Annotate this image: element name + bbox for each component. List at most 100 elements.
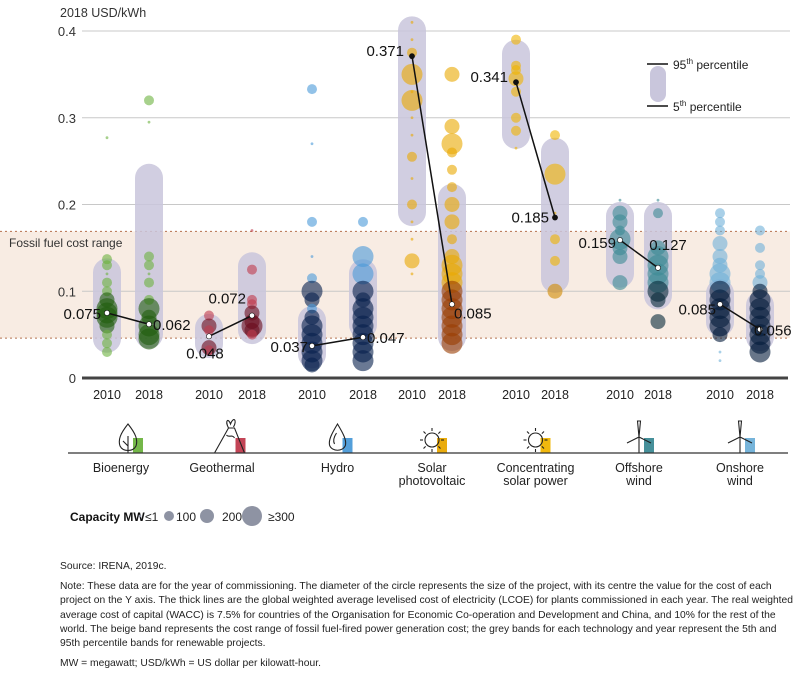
project-bubble	[544, 163, 566, 185]
project-bubble	[656, 198, 660, 202]
icon-color-swatch	[540, 438, 551, 453]
project-bubble	[650, 292, 666, 308]
weighted-average-point	[146, 321, 152, 328]
project-bubble	[447, 234, 457, 245]
weighted-average-point	[104, 310, 110, 316]
project-bubble	[410, 220, 414, 224]
technology-label: Solar	[417, 461, 446, 475]
weighted-average-point	[513, 79, 519, 86]
y-tick-label: 0.3	[58, 111, 76, 126]
weighted-average-label: 0.085	[454, 305, 492, 322]
capacity-legend-bubble	[164, 511, 174, 521]
weighted-average-line	[619, 239, 659, 269]
weighted-average-line	[208, 314, 253, 338]
weighted-average-point	[757, 326, 763, 333]
weighted-average-label: 0.341	[470, 69, 508, 86]
project-bubble	[444, 66, 460, 82]
project-bubble	[712, 236, 728, 252]
project-bubble	[410, 272, 414, 276]
p95-label: 95th percentile	[673, 57, 749, 72]
technology-label: Onshore	[716, 461, 764, 475]
project-bubble	[352, 350, 374, 372]
x-year-label: 2010	[502, 388, 530, 402]
icon-color-swatch	[745, 438, 755, 453]
technology-label: Bioenergy	[93, 461, 150, 475]
project-bubble	[410, 133, 414, 137]
project-bubble	[138, 328, 160, 350]
capacity-legend: Capacity MW ≤1 100 200 ≥300	[70, 506, 295, 526]
project-bubble	[715, 208, 725, 219]
project-bubble	[310, 142, 314, 146]
x-year-label: 2018	[746, 388, 774, 402]
project-bubble	[144, 251, 154, 262]
project-bubble	[247, 264, 257, 275]
x-year-label: 2018	[349, 388, 377, 402]
weighted-average-label: 0.075	[63, 306, 101, 323]
weighted-average-point	[360, 334, 366, 341]
technology-label-line2: photovoltaic	[399, 474, 466, 488]
project-bubble	[755, 225, 765, 236]
project-bubble	[358, 216, 368, 227]
weighted-average-label: 0.048	[186, 345, 224, 362]
project-bubble	[650, 314, 666, 330]
project-bubble	[547, 283, 563, 299]
icon-color-swatch	[133, 438, 143, 453]
source-text: Source: IRENA, 2019c.	[60, 561, 167, 572]
project-bubble	[304, 357, 320, 373]
leaf-icon	[118, 423, 143, 453]
x-year-label: 2010	[93, 388, 121, 402]
project-bubble	[102, 346, 112, 357]
capacity-legend-title: Capacity MW	[70, 510, 145, 524]
wind-turbine-icon	[626, 420, 654, 453]
sun-icon	[523, 428, 551, 453]
technology-label-line2: wind	[625, 474, 652, 488]
project-bubble	[352, 263, 374, 285]
sun-ray	[541, 445, 545, 449]
project-bubble	[102, 338, 112, 349]
sun-ray	[423, 445, 427, 449]
project-bubble	[441, 133, 463, 155]
project-bubble	[307, 273, 317, 284]
turbine-outline	[727, 420, 753, 453]
weighted-average-label: 0.159	[578, 235, 616, 252]
project-bubble	[447, 147, 457, 158]
x-year-label: 2010	[298, 388, 326, 402]
technology-group-volcano-1: 2010 2018 0.048 0.072 Geothermal	[186, 229, 266, 475]
project-bubble	[410, 237, 414, 241]
weighted-average-point	[309, 343, 315, 349]
technology-label: Offshore	[615, 461, 663, 475]
technology-label-line2: solar power	[503, 474, 568, 488]
leaf-outline	[118, 423, 138, 453]
project-bubble	[307, 84, 317, 95]
sun-ray	[526, 431, 530, 435]
project-bubble	[550, 130, 560, 141]
project-bubble	[102, 260, 112, 271]
technology-label-line2: wind	[726, 474, 753, 488]
project-bubble	[550, 255, 560, 266]
x-year-label: 2018	[541, 388, 569, 402]
project-bubble	[612, 249, 628, 265]
capacity-legend-label: 100	[176, 510, 196, 524]
percentile-legend: 95th percentile 5th percentile	[647, 57, 749, 114]
project-bubble	[407, 151, 417, 162]
weighted-average-point	[617, 237, 623, 243]
weighted-average-line	[515, 81, 556, 218]
technology-label: Hydro	[321, 461, 354, 475]
project-bubble	[407, 199, 417, 210]
project-bubble	[404, 253, 420, 269]
technology-label: Geothermal	[189, 461, 254, 475]
icon-color-swatch	[644, 438, 654, 453]
weighted-average-label: 0.185	[511, 210, 549, 227]
weighted-average-label: 0.127	[649, 237, 687, 254]
weighted-average-point	[206, 333, 212, 340]
project-bubble	[247, 329, 257, 340]
weighted-average-point	[409, 53, 415, 60]
icon-color-swatch	[437, 438, 447, 453]
project-bubble	[550, 234, 560, 245]
project-bubble	[612, 214, 628, 230]
weighted-average-point	[449, 301, 455, 308]
capacity-legend-label: 200	[222, 510, 242, 524]
project-bubble	[511, 34, 521, 45]
drop-outline	[328, 422, 347, 451]
